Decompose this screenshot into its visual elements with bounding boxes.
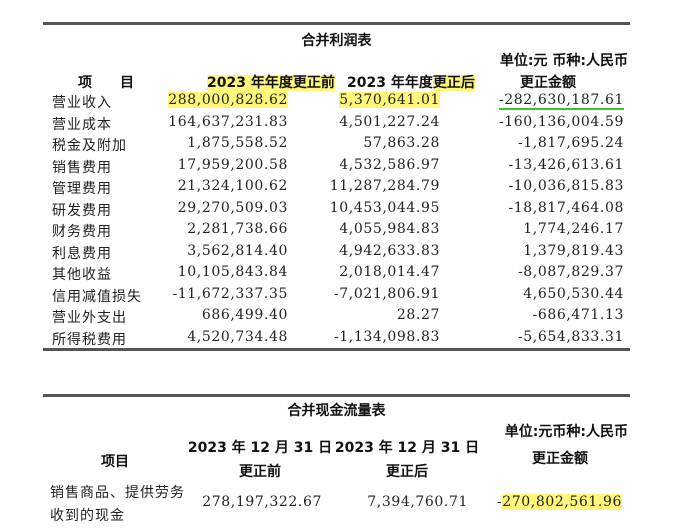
income-header-item: 项 目 xyxy=(78,75,134,91)
value-diff: -10,036,815.83 xyxy=(508,178,624,194)
value-after: 10,453,044.95 xyxy=(329,199,440,216)
value-diff: 1,379,819.43 xyxy=(523,242,624,259)
table-row: 营业收入 288,000,828.62 5,370,641.01 -282,63… xyxy=(0,92,700,114)
value-diff: 1,774,246.17 xyxy=(523,221,624,237)
value-after: 5,370,641.01 xyxy=(339,92,440,108)
table-row: 营业外支出 686,499.40 28.27 -686,471.13 xyxy=(0,307,700,329)
value-before: 3,562,814.40 xyxy=(187,242,288,259)
value-before: 10,105,843.84 xyxy=(177,264,288,280)
cashflow-top-rule xyxy=(43,394,630,397)
cashflow-unit-label: 单位:元币种:人民币 xyxy=(504,424,628,440)
income-header-after-prefix: 2023 年年度 xyxy=(347,75,433,91)
row-label: 营业收入 xyxy=(52,95,112,111)
row-label: 销售商品、提供劳务 收到的现金 xyxy=(50,482,185,528)
income-header-after-highlight: 更正后 xyxy=(432,75,475,91)
value-diff: -18,817,464.08 xyxy=(508,199,624,216)
value-before: 1,875,558.52 xyxy=(187,135,288,151)
value-diff: -8,087,829.37 xyxy=(517,264,624,280)
value-diff-amount: 270,802,561.96 xyxy=(502,494,622,510)
income-bottom-rule xyxy=(43,348,630,351)
value-before: 21,324,100.62 xyxy=(177,178,288,194)
table-row: 研发费用 29,270,509.03 10,453,044.95 -18,817… xyxy=(0,200,700,222)
income-header-diff: 更正金额 xyxy=(520,75,576,91)
value-diff: -270,802,561.96 xyxy=(497,494,622,510)
income-header-before-text: 2023 年年度更正前 xyxy=(207,75,335,91)
value-diff: -5,654,833.31 xyxy=(517,328,624,345)
row-label-line2: 收到的现金 xyxy=(50,508,125,524)
value-after: 2,018,014.47 xyxy=(339,264,440,280)
value-diff: 4,650,530.44 xyxy=(523,285,624,302)
table-row: 税金及附加 1,875,558.52 57,863.28 -1,817,695.… xyxy=(0,135,700,157)
table-row: 财务费用 2,281,738.66 4,055,984.83 1,774,246… xyxy=(0,221,700,243)
value-after: 4,942,633.83 xyxy=(339,242,440,259)
value-before: 278,197,322.67 xyxy=(202,494,322,510)
value-after: 4,055,984.83 xyxy=(339,221,440,237)
table-row: 信用减值损失 -11,672,337.35 -7,021,806.91 4,65… xyxy=(0,286,700,308)
value-diff: -13,426,613.61 xyxy=(508,156,624,173)
cashflow-header-diff: 更正金额 xyxy=(532,451,588,467)
row-label-line1: 销售商品、提供劳务 xyxy=(50,485,185,501)
income-unit-label: 单位:元 币种:人民币 xyxy=(499,53,628,69)
income-header-before: 2023 年年度更正前 xyxy=(207,72,335,92)
cashflow-header-after: 2023 年 12 月 31 日 更正后 xyxy=(332,436,482,484)
cashflow-header-before-label: 更正前 xyxy=(239,464,281,480)
table-row: 营业成本 164,637,231.83 4,501,227.24 -160,13… xyxy=(0,114,700,136)
row-label: 税金及附加 xyxy=(52,138,127,154)
value-after: 4,501,227.24 xyxy=(339,113,440,130)
value-before: 17,959,200.58 xyxy=(177,156,288,173)
value-after: 7,394,760.71 xyxy=(367,494,468,510)
cashflow-header-after-label: 更正后 xyxy=(386,464,428,480)
value-diff: -686,471.13 xyxy=(532,307,624,323)
row-label: 所得税费用 xyxy=(52,331,127,348)
value-after: 28.27 xyxy=(396,307,440,323)
cashflow-header-before-date: 2023 年 12 月 31 日 xyxy=(187,440,333,456)
cashflow-header-item: 项目 xyxy=(101,454,129,470)
table-row: 其他收益 10,105,843.84 2,018,014.47 -8,087,8… xyxy=(0,264,700,286)
value-before: -11,672,337.35 xyxy=(172,285,288,302)
value-after: 4,532,586.97 xyxy=(339,156,440,173)
value-diff-sign: - xyxy=(496,494,503,510)
value-after: 57,863.28 xyxy=(363,135,440,151)
value-after: -1,134,098.83 xyxy=(333,328,440,345)
cashflow-header-before: 2023 年 12 月 31 日 更正前 xyxy=(185,436,335,484)
value-diff: -282,630,187.61 xyxy=(498,92,624,110)
row-label: 其他收益 xyxy=(52,267,112,283)
value-after: 11,287,284.79 xyxy=(329,178,440,194)
income-top-rule xyxy=(43,22,630,25)
cashflow-header-after-date: 2023 年 12 月 31 日 xyxy=(334,440,480,456)
row-label: 营业成本 xyxy=(52,116,112,133)
row-label: 利息费用 xyxy=(52,245,112,262)
value-before: 29,270,509.03 xyxy=(177,199,288,216)
value-diff: -160,136,004.59 xyxy=(498,113,624,130)
cashflow-statement-title: 合并现金流量表 xyxy=(287,403,386,419)
value-before: 288,000,828.62 xyxy=(168,92,288,108)
row-label: 营业外支出 xyxy=(52,310,127,326)
row-label: 研发费用 xyxy=(52,202,112,219)
value-before: 4,520,734.48 xyxy=(187,328,288,345)
value-diff: -1,817,695.24 xyxy=(517,135,624,151)
value-after: -7,021,806.91 xyxy=(333,285,440,302)
table-row: 所得税费用 4,520,734.48 -1,134,098.83 -5,654,… xyxy=(0,329,700,351)
row-label: 销售费用 xyxy=(52,159,112,176)
table-row: 销售费用 17,959,200.58 4,532,586.97 -13,426,… xyxy=(0,157,700,179)
row-label: 信用减值损失 xyxy=(52,288,142,305)
income-header-after: 2023 年年度更正后 xyxy=(347,72,475,92)
value-before: 2,281,738.66 xyxy=(187,221,288,237)
row-label: 财务费用 xyxy=(52,224,112,240)
value-before: 686,499.40 xyxy=(201,307,288,323)
income-statement-title: 合并利润表 xyxy=(301,33,372,49)
value-before: 164,637,231.83 xyxy=(168,113,288,130)
table-row: 管理费用 21,324,100.62 11,287,284.79 -10,036… xyxy=(0,178,700,200)
row-label: 管理费用 xyxy=(52,181,112,197)
table-row: 利息费用 3,562,814.40 4,942,633.83 1,379,819… xyxy=(0,243,700,265)
